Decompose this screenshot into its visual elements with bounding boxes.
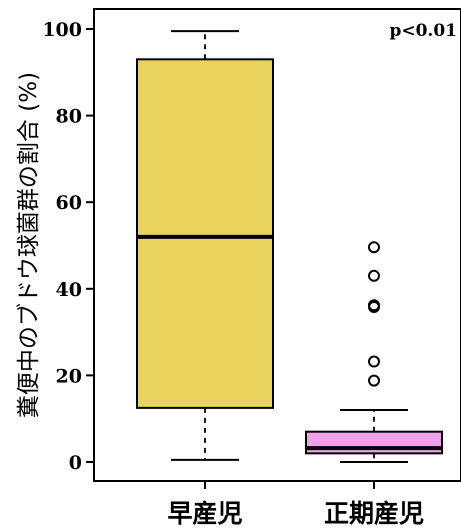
- iqr-box: [136, 58, 274, 409]
- box-group-1: [305, 241, 443, 463]
- x-axis: 早産児 正期産児: [167, 481, 424, 528]
- y-tick-label-80: 80: [56, 106, 82, 128]
- box-group-0: [136, 30, 274, 461]
- y-tick-label-20: 20: [56, 365, 82, 387]
- y-tick-label-100: 100: [42, 19, 82, 41]
- outlier-point-3: [368, 299, 380, 312]
- outlier-point-1: [368, 355, 380, 368]
- outlier-point-0: [368, 374, 380, 387]
- y-tick-label-60: 60: [56, 192, 82, 214]
- y-tick-label-0: 0: [69, 452, 82, 474]
- y-tick-label-40: 40: [56, 279, 82, 301]
- boxes-layer: [136, 30, 443, 463]
- y-axis: 0 20 40 60 80 100: [42, 19, 94, 474]
- x-tick-label-1: 正期産児: [324, 499, 424, 528]
- plot-frame: [93, 8, 461, 482]
- x-tick-label-0: 早産児: [167, 499, 242, 528]
- y-axis-label: 糞便中のブドウ球菌群の割合 (%): [16, 72, 42, 418]
- outlier-point-5: [368, 241, 380, 254]
- outlier-point-4: [368, 269, 380, 282]
- p-value-annotation: p<0.01: [389, 21, 457, 41]
